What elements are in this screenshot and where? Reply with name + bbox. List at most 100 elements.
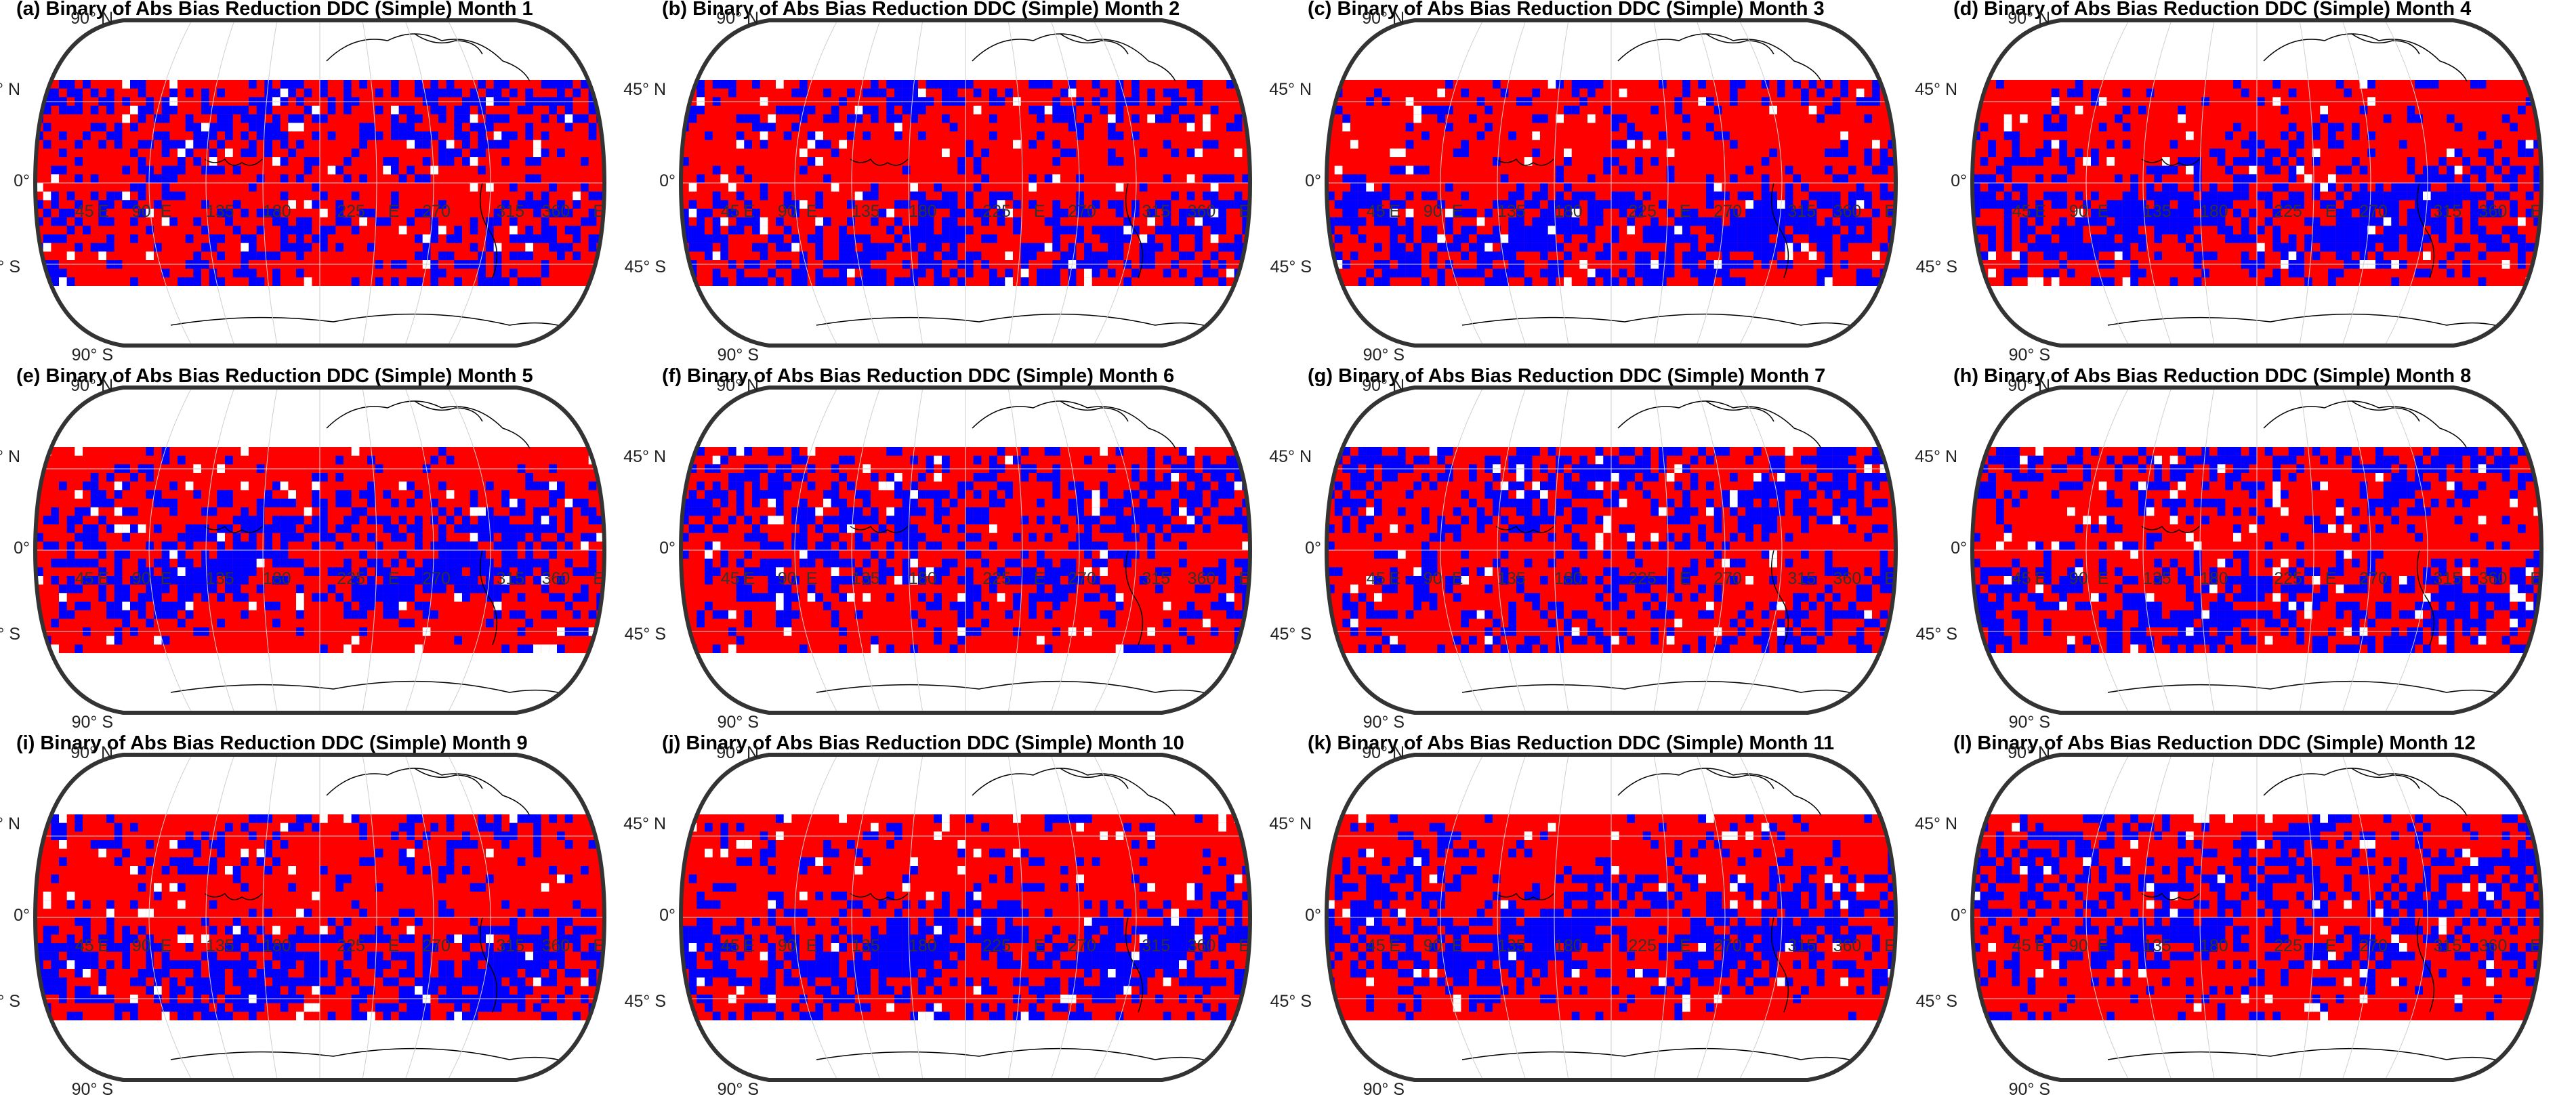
not-reduced-cell: [2106, 516, 2115, 524]
not-reduced-cell: [1682, 217, 1690, 226]
lon-label: E: [1239, 569, 1250, 588]
not-reduced-cell: [1068, 243, 1077, 252]
not-reduced-cell: [375, 541, 383, 550]
not-reduced-cell: [957, 490, 965, 499]
not-reduced-cell: [1500, 268, 1509, 278]
not-reduced-cell: [1753, 636, 1762, 645]
not-reduced-cell: [1785, 473, 1793, 482]
not-reduced-cell: [1879, 567, 1888, 576]
not-reduced-cell: [2122, 251, 2131, 260]
not-reduced-cell: [146, 576, 154, 585]
not-reduced-cell: [1611, 123, 1619, 131]
not-reduced-cell: [839, 576, 847, 585]
not-reduced-cell: [2154, 234, 2162, 243]
not-reduced-cell: [1382, 217, 1390, 226]
not-reduced-cell: [517, 499, 526, 507]
not-reduced-cell: [185, 234, 194, 243]
not-reduced-cell: [2470, 200, 2478, 209]
missing-cell: [1044, 106, 1053, 115]
not-reduced-cell: [344, 602, 352, 610]
not-reduced-cell: [2383, 490, 2392, 499]
not-reduced-cell: [1234, 507, 1243, 516]
not-reduced-cell: [1579, 473, 1587, 482]
not-reduced-cell: [525, 157, 533, 166]
not-reduced-cell: [934, 243, 942, 252]
not-reduced-cell: [2518, 165, 2526, 175]
coastlines: [1461, 33, 1869, 333]
not-reduced-cell: [138, 602, 146, 610]
not-reduced-cell: [831, 277, 839, 286]
not-reduced-cell: [839, 516, 847, 524]
not-reduced-cell: [304, 157, 312, 166]
missing-cell: [1666, 473, 1675, 482]
not-reduced-cell: [541, 131, 549, 140]
graticule-lon-line: [2142, 20, 2172, 346]
missing-cell: [2027, 277, 2036, 286]
not-reduced-cell: [776, 106, 784, 115]
not-reduced-cell: [161, 636, 170, 645]
not-reduced-cell: [1642, 602, 1651, 610]
not-reduced-cell: [178, 140, 186, 149]
not-reduced-cell: [2122, 200, 2131, 209]
missing-cell: [573, 191, 581, 201]
not-reduced-cell: [581, 533, 589, 542]
not-reduced-cell: [2328, 268, 2336, 278]
not-reduced-cell: [720, 243, 728, 252]
not-reduced-cell: [2438, 234, 2447, 243]
not-reduced-cell: [2525, 473, 2534, 482]
not-reduced-cell: [1092, 593, 1100, 602]
not-reduced-cell: [831, 114, 839, 123]
not-reduced-cell: [981, 209, 989, 217]
not-reduced-cell: [1832, 209, 1841, 217]
not-reduced-cell: [1163, 88, 1171, 98]
not-reduced-cell: [272, 481, 281, 491]
not-reduced-cell: [2486, 148, 2494, 157]
not-reduced-cell: [2391, 191, 2399, 201]
not-reduced-cell: [2186, 200, 2194, 209]
not-reduced-cell: [1996, 165, 2004, 175]
not-reduced-cell: [878, 277, 887, 286]
not-reduced-cell: [415, 533, 423, 542]
not-reduced-cell: [760, 183, 768, 192]
not-reduced-cell: [391, 610, 399, 619]
not-reduced-cell: [799, 644, 808, 653]
not-reduced-cell: [335, 209, 344, 217]
not-reduced-cell: [1445, 183, 1453, 192]
not-reduced-cell: [1044, 277, 1053, 286]
not-reduced-cell: [1816, 636, 1825, 645]
missing-cell: [1084, 268, 1092, 278]
not-reduced-cell: [1864, 234, 1872, 243]
missing-cell: [1785, 447, 1793, 456]
not-reduced-cell: [776, 217, 784, 226]
not-reduced-cell: [454, 88, 462, 98]
not-reduced-cell: [335, 567, 344, 576]
not-reduced-cell: [225, 550, 233, 559]
not-reduced-cell: [1564, 576, 1572, 585]
not-reduced-cell: [367, 243, 375, 252]
not-reduced-cell: [1210, 140, 1219, 149]
not-reduced-cell: [1666, 447, 1675, 456]
not-reduced-cell: [161, 268, 170, 278]
not-reduced-cell: [697, 80, 705, 89]
not-reduced-cell: [217, 114, 225, 123]
not-reduced-cell: [1840, 567, 1848, 576]
not-reduced-cell: [965, 567, 974, 576]
not-reduced-cell: [383, 584, 391, 594]
not-reduced-cell: [169, 191, 178, 201]
not-reduced-cell: [320, 499, 328, 507]
lat-label: 90° N: [70, 376, 113, 395]
not-reduced-cell: [1453, 209, 1461, 217]
not-reduced-cell: [249, 243, 257, 252]
missing-cell: [304, 507, 312, 516]
not-reduced-cell: [1493, 200, 1501, 209]
missing-cell: [209, 157, 217, 166]
lon-label: 270: [1068, 569, 1096, 588]
not-reduced-cell: [169, 106, 178, 115]
not-reduced-cell: [791, 88, 799, 98]
not-reduced-cell: [1722, 234, 1730, 243]
not-reduced-cell: [1405, 610, 1414, 619]
missing-cell: [1005, 455, 1013, 465]
missing-cell: [776, 593, 784, 602]
not-reduced-cell: [438, 533, 446, 542]
not-reduced-cell: [217, 277, 225, 286]
